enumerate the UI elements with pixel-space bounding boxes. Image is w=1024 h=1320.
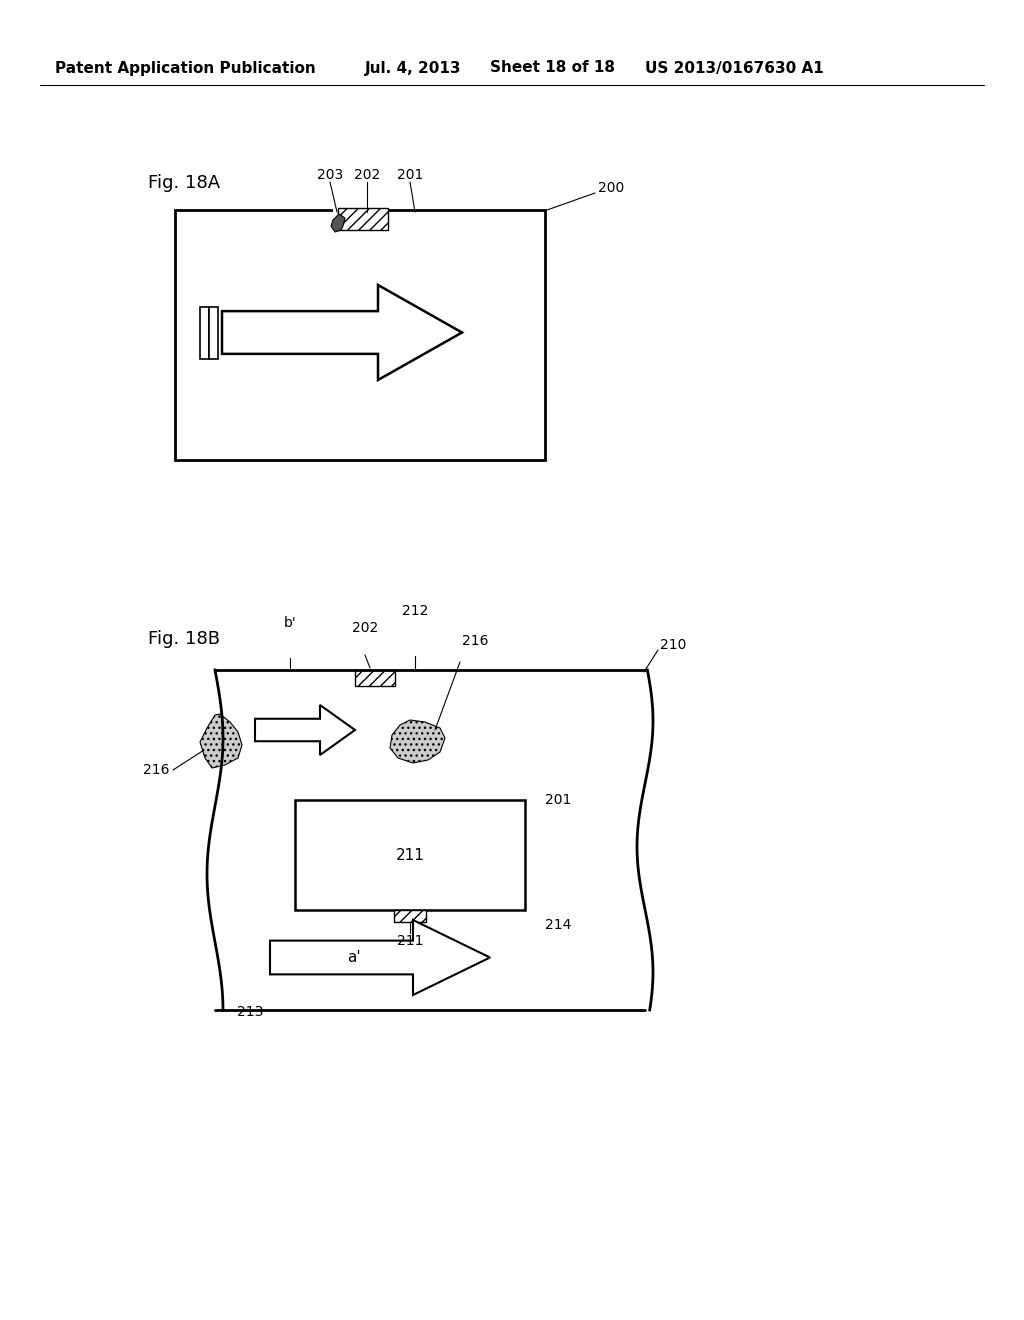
Text: 202: 202 bbox=[352, 620, 378, 635]
Polygon shape bbox=[270, 920, 490, 995]
Text: b': b' bbox=[284, 616, 296, 630]
Bar bbox=[175, 210, 545, 459]
Bar bbox=[209, 306, 218, 359]
Polygon shape bbox=[200, 714, 242, 768]
Text: Patent Application Publication: Patent Application Publication bbox=[55, 61, 315, 75]
Text: 216: 216 bbox=[462, 634, 488, 648]
Text: 214: 214 bbox=[545, 917, 571, 932]
Text: a': a' bbox=[347, 950, 360, 965]
Text: Fig. 18A: Fig. 18A bbox=[148, 174, 220, 191]
Bar bbox=[295, 800, 525, 909]
Text: 213: 213 bbox=[237, 1005, 263, 1019]
Bar bbox=[355, 671, 395, 686]
Text: 210: 210 bbox=[660, 638, 686, 652]
Bar bbox=[200, 306, 209, 359]
Polygon shape bbox=[222, 285, 462, 380]
Text: Fig. 18B: Fig. 18B bbox=[148, 630, 220, 648]
Polygon shape bbox=[255, 705, 355, 755]
Text: 203: 203 bbox=[316, 168, 343, 182]
Polygon shape bbox=[390, 719, 445, 763]
Text: US 2013/0167630 A1: US 2013/0167630 A1 bbox=[645, 61, 823, 75]
Text: Sheet 18 of 18: Sheet 18 of 18 bbox=[490, 61, 615, 75]
Polygon shape bbox=[331, 214, 345, 232]
Text: 202: 202 bbox=[354, 168, 380, 182]
Text: 201: 201 bbox=[397, 168, 423, 182]
Bar bbox=[355, 667, 395, 673]
Bar bbox=[394, 909, 426, 921]
Bar bbox=[338, 209, 388, 230]
Text: 211: 211 bbox=[396, 935, 423, 948]
Text: Jul. 4, 2013: Jul. 4, 2013 bbox=[365, 61, 462, 75]
Text: 200: 200 bbox=[598, 181, 625, 195]
Text: 211: 211 bbox=[395, 847, 424, 862]
Text: 201: 201 bbox=[545, 793, 571, 807]
Bar bbox=[333, 207, 388, 213]
Text: 212: 212 bbox=[401, 605, 428, 618]
Text: 216: 216 bbox=[143, 763, 170, 777]
